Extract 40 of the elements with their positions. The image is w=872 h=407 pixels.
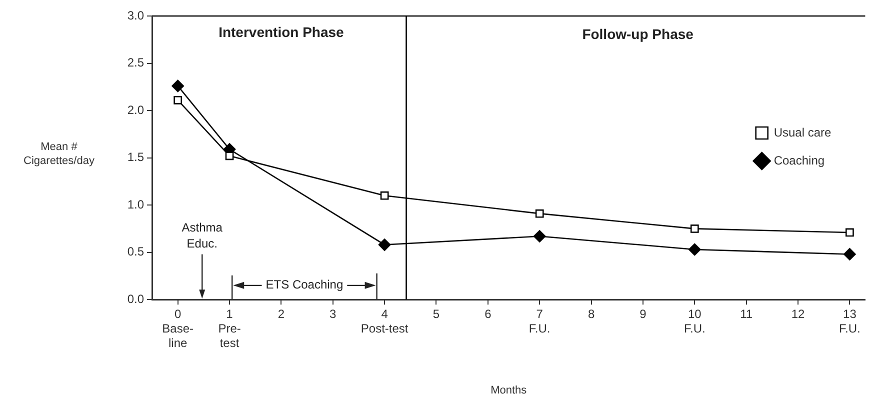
annotation: Asthma Educ. [182, 220, 223, 251]
point [533, 230, 546, 242]
y-axis-title: Mean # Cigarettes/day [22, 140, 96, 168]
point [535, 209, 544, 218]
x-tick-label: 11 [740, 307, 753, 322]
point [688, 243, 701, 256]
point [380, 191, 389, 200]
point [172, 80, 184, 92]
y-tick-label: 1.5 [127, 150, 144, 164]
y-tick-label: 3.0 [127, 8, 144, 22]
x-tick-label: 12 [791, 307, 806, 322]
point [844, 248, 856, 260]
annotation: ETS Coaching [266, 278, 344, 292]
x-tick-label: 6 [484, 307, 492, 322]
point [378, 238, 391, 251]
x-tick-label: 13 F.U. [839, 307, 860, 336]
y-tick-label: 0.5 [127, 244, 144, 259]
x-tick-label: 7 F.U. [528, 307, 550, 336]
x-tick-label: 1 Pre- test [218, 307, 241, 350]
x-axis-title: Months [490, 384, 528, 396]
x-tick-label: 3 [330, 307, 337, 322]
legend-label: Coaching [774, 153, 825, 168]
x-tick-label: 0 Base- line [162, 307, 194, 350]
annotation: Intervention Phase [218, 24, 344, 40]
x-tick-label: 4 Post-test [360, 307, 409, 336]
point [174, 96, 182, 104]
x-tick-label: 5 [432, 307, 440, 322]
y-tick-label: 1.0 [127, 197, 144, 212]
x-tick-label: 10 F.U. [684, 307, 706, 336]
point [225, 152, 234, 160]
annotation: Follow-up Phase [582, 26, 694, 42]
y-tick-label: 2.0 [127, 102, 144, 117]
x-tick-label: 9 [640, 307, 647, 322]
legend-label: Usual care [774, 125, 832, 140]
point [690, 224, 699, 233]
y-tick-label: 0.0 [127, 292, 144, 306]
x-tick-label: 2 [278, 307, 285, 322]
point [846, 228, 854, 237]
y-tick-label: 2.5 [127, 56, 144, 70]
x-tick-label: 8 [588, 307, 595, 322]
